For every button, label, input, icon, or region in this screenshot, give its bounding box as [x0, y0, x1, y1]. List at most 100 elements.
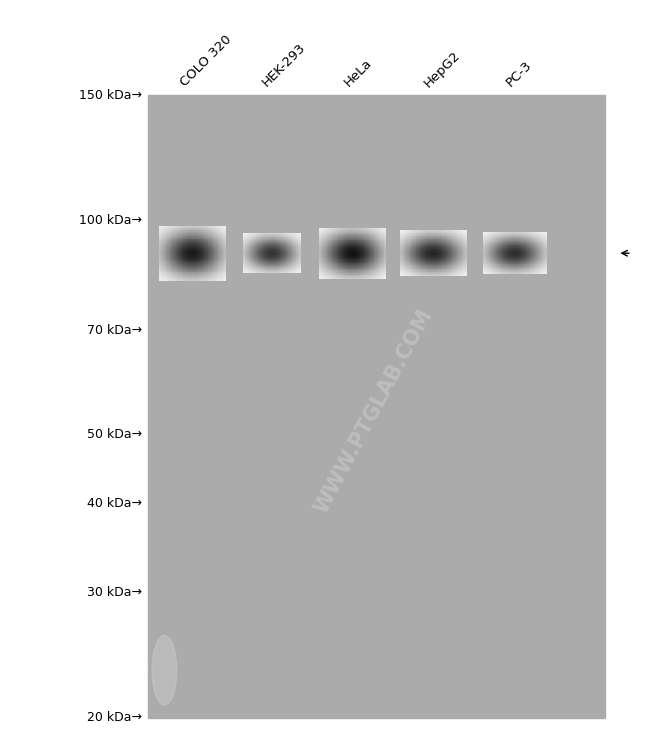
Bar — [428, 230, 429, 231]
Bar — [354, 255, 355, 257]
Bar — [214, 272, 215, 273]
Bar — [417, 233, 418, 234]
Bar — [357, 241, 358, 242]
Bar — [449, 266, 450, 267]
Bar — [428, 275, 429, 276]
Bar — [199, 247, 200, 249]
Bar — [197, 277, 198, 278]
Bar — [196, 268, 197, 269]
Bar — [184, 271, 185, 272]
Bar — [356, 231, 357, 232]
Bar — [422, 236, 423, 237]
Bar — [371, 259, 372, 260]
Bar — [426, 272, 427, 273]
Bar — [341, 230, 342, 231]
Bar — [351, 235, 352, 236]
Bar — [189, 241, 190, 242]
Bar — [420, 272, 421, 273]
Bar — [376, 273, 377, 274]
Bar — [204, 255, 205, 256]
Bar — [322, 254, 323, 255]
Bar — [436, 254, 437, 255]
Bar — [408, 258, 409, 259]
Bar — [346, 240, 348, 241]
Bar — [375, 250, 376, 252]
Bar — [385, 270, 386, 271]
Bar — [185, 267, 186, 268]
Bar — [197, 228, 198, 229]
Bar — [339, 278, 340, 279]
Bar — [370, 270, 371, 271]
Bar — [449, 257, 450, 258]
Bar — [189, 239, 190, 240]
Bar — [173, 230, 174, 231]
Bar — [371, 276, 372, 277]
Bar — [159, 261, 160, 262]
Bar — [332, 233, 333, 234]
Bar — [446, 231, 447, 232]
Bar — [173, 258, 174, 260]
Bar — [433, 248, 434, 249]
Bar — [410, 250, 411, 251]
Bar — [350, 248, 351, 249]
Bar — [193, 251, 194, 252]
Bar — [368, 244, 369, 245]
Bar — [175, 232, 176, 233]
Bar — [171, 239, 172, 240]
Bar — [323, 250, 324, 252]
Bar — [420, 267, 421, 268]
Bar — [332, 263, 333, 264]
Bar — [431, 246, 432, 247]
Bar — [327, 238, 328, 239]
Bar — [462, 266, 463, 267]
Bar — [372, 242, 374, 243]
Bar — [360, 265, 361, 266]
Bar — [206, 278, 207, 279]
Bar — [176, 279, 177, 280]
Bar — [218, 247, 219, 249]
Bar — [167, 269, 168, 271]
Bar — [408, 262, 409, 264]
Bar — [432, 242, 433, 243]
Bar — [452, 256, 453, 257]
Bar — [214, 231, 215, 232]
Bar — [417, 255, 418, 256]
Bar — [361, 274, 362, 275]
Bar — [186, 234, 187, 235]
Bar — [439, 236, 440, 237]
Bar — [406, 230, 407, 231]
Bar — [336, 255, 337, 257]
Bar — [201, 255, 202, 256]
Bar — [341, 252, 342, 253]
Bar — [445, 231, 446, 232]
Bar — [171, 278, 172, 279]
Bar — [413, 255, 414, 256]
Bar — [415, 260, 417, 261]
Bar — [361, 269, 362, 270]
Bar — [209, 242, 210, 243]
Bar — [403, 264, 404, 265]
Bar — [170, 244, 171, 245]
Bar — [358, 235, 359, 236]
Bar — [325, 274, 326, 275]
Bar — [367, 249, 368, 250]
Bar — [446, 232, 447, 233]
Bar — [336, 268, 337, 269]
Bar — [440, 273, 441, 274]
Bar — [173, 243, 174, 244]
Bar — [173, 276, 174, 277]
Bar — [409, 255, 410, 256]
Bar — [447, 242, 448, 243]
Bar — [165, 252, 166, 253]
Bar — [201, 227, 202, 228]
Bar — [403, 266, 404, 267]
Bar — [185, 266, 186, 267]
Bar — [172, 247, 173, 249]
Bar — [180, 245, 181, 246]
Bar — [342, 265, 343, 266]
Bar — [413, 257, 414, 258]
Bar — [212, 277, 213, 278]
Bar — [161, 234, 162, 235]
Bar — [350, 268, 351, 269]
Bar — [186, 247, 187, 249]
